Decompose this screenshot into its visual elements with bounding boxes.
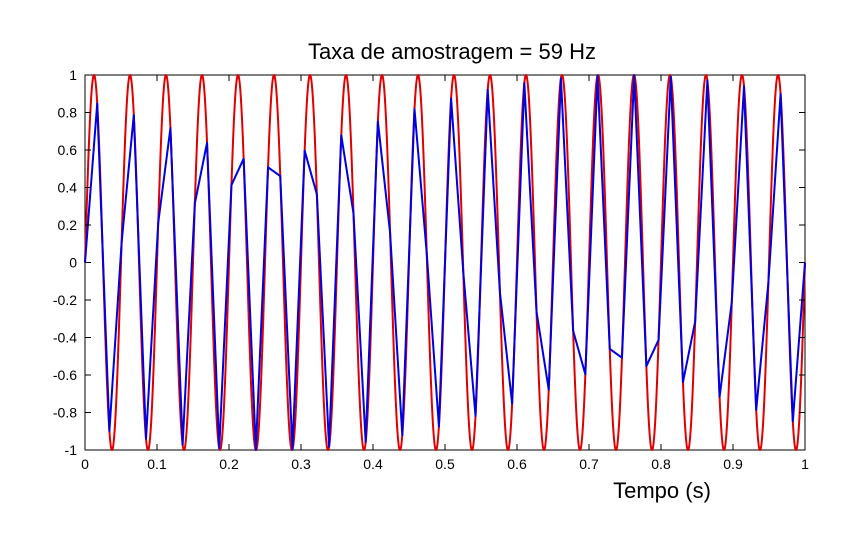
x-tick-label: 0.4 [363,456,383,472]
x-axis-label: Tempo (s) [613,478,711,503]
series-layer [84,74,806,451]
x-tick-label: 0.3 [291,456,311,472]
x-tick-label: 0.7 [579,456,599,472]
x-tick-label: 0.9 [723,456,743,472]
x-axis: 0 0.1 0.2 0.3 0.4 0.5 0.6 0.7 0.8 0.9 1 [81,75,809,472]
y-tick-label: -0.2 [53,292,77,308]
x-tick-label: 1 [801,456,809,472]
series-line-2 [84,74,806,451]
chart-title: Taxa de amostragem = 59 Hz [308,39,596,64]
x-tick-label: 0.6 [507,456,527,472]
y-axis: 1 0.8 0.6 0.4 0.2 0 -0.2 -0.4 -0.6 -0.8 -1 [53,67,805,458]
y-tick-label: -0.4 [53,330,77,346]
y-tick-label: -0.6 [53,367,77,383]
x-tick-label: 0.2 [219,456,239,472]
y-tick-label: 0.4 [58,180,78,196]
y-tick-label: 0.2 [58,217,78,233]
x-tick-label: 0.8 [651,456,671,472]
y-tick-label: 0.8 [58,105,78,121]
x-tick-label: 0 [81,456,89,472]
y-tick-label: -1 [65,442,78,458]
y-tick-label: 0.6 [58,142,78,158]
x-tick-label: 0.1 [147,456,167,472]
y-tick-label: -0.8 [53,405,77,421]
y-tick-label: 1 [69,67,77,83]
x-tick-label: 0.5 [435,456,455,472]
y-tick-label: 0 [69,255,77,271]
